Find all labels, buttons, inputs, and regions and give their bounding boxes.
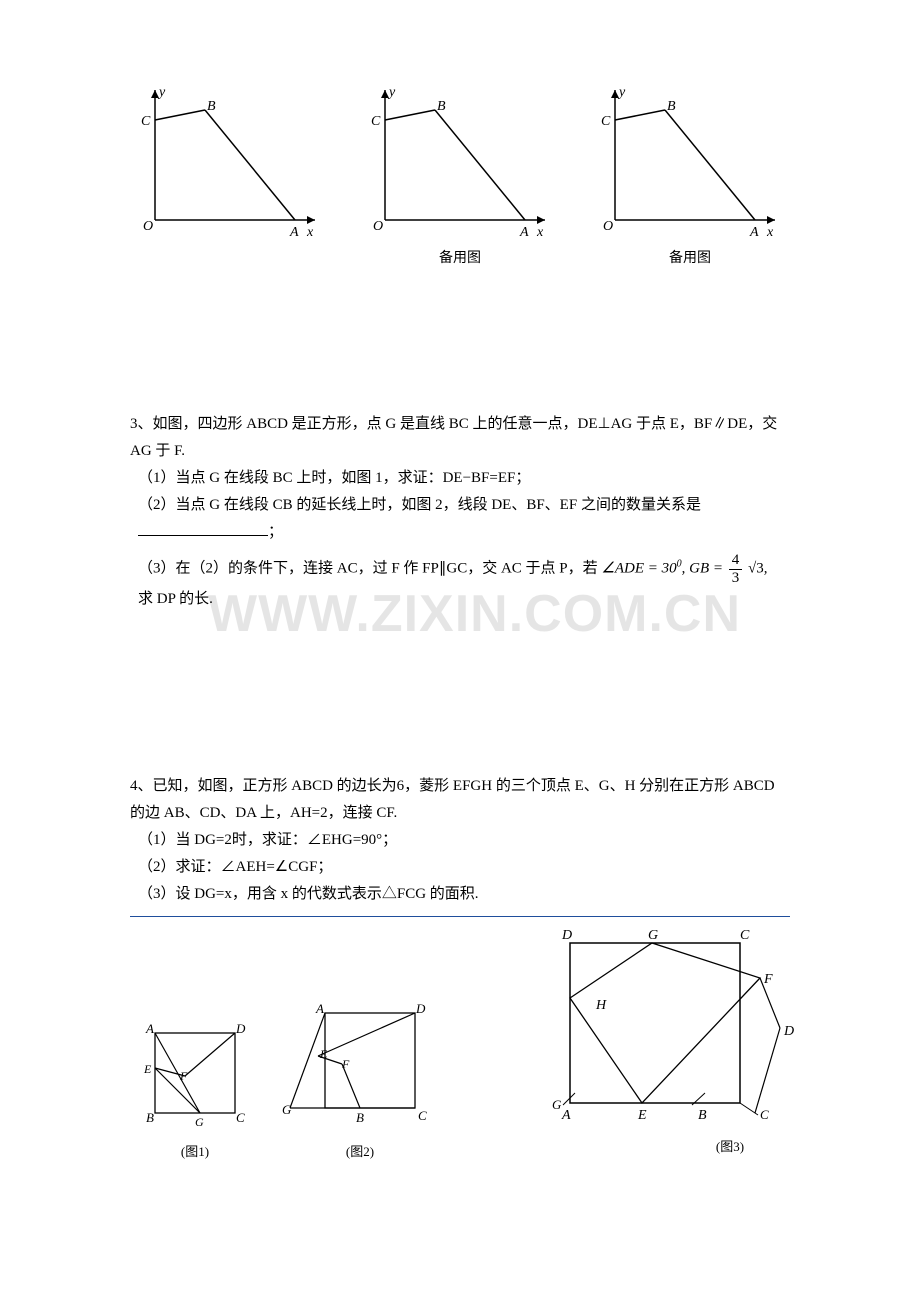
svg-text:D: D (415, 1001, 426, 1016)
svg-text:A: A (561, 1108, 571, 1123)
svg-text:O: O (143, 219, 153, 234)
svg-text:D: D (235, 1021, 246, 1036)
svg-text:A: A (145, 1021, 154, 1036)
svg-text:A: A (519, 225, 529, 240)
p3-part2-semicolon: ； (268, 524, 283, 540)
p3-tail: 求 DP 的长. WWW.ZIXIN.COM.CN (138, 586, 790, 613)
svg-text:A: A (289, 225, 299, 240)
svg-text:E: E (637, 1108, 647, 1123)
p4-part1: （1）当 DG=2时，求证：∠EHG=90°； (138, 827, 790, 854)
svg-text:y: y (157, 85, 166, 100)
sqrt3: √3, (748, 561, 767, 577)
problem-4: 4、已知，如图，正方形 ABCD 的边长为6，菱形 EFGH 的三个顶点 E、G… (130, 773, 790, 1163)
svg-text:G: G (195, 1115, 204, 1128)
svg-text:C: C (760, 1107, 769, 1122)
p4-fig1-caption: (图1) (140, 1140, 250, 1163)
svg-text:A: A (315, 1001, 324, 1016)
svg-text:x: x (766, 225, 774, 240)
svg-text:A: A (749, 225, 759, 240)
problem-3: 3、如图，四边形 ABCD 是正方形，点 G 是直线 BC 上的任意一点，DE⊥… (130, 411, 790, 613)
p4-fig3-caption: (图3) (650, 1135, 810, 1158)
blue-separator (130, 916, 790, 917)
p3-part2: （2）当点 G 在线段 CB 的延长线上时，如图 2，线段 DE、BF、EF 之… (138, 492, 790, 519)
svg-text:C: C (141, 114, 151, 129)
coord-figure: O x y C B A (365, 80, 555, 240)
p3-part3-text: （3）在（2）的条件下，连接 AC，过 F 作 FP∥GC，交 AC 于点 P，… (138, 561, 601, 577)
svg-text:B: B (356, 1110, 364, 1125)
p4-fig2-caption: (图2) (280, 1140, 440, 1163)
p4-figures: D G C A E B D F H G C (130, 923, 790, 1163)
p3-part1: （1）当点 G 在线段 BC 上时，如图 1，求证：DE−BF=EF； (138, 465, 790, 492)
svg-text:O: O (373, 219, 383, 234)
figure-3: O x y C B A 备用图 (595, 80, 785, 271)
figure-row: O x y C B A O x y C B A 备用图 (130, 80, 790, 271)
angle-expr: ∠ADE = 30 (601, 561, 676, 577)
svg-text:G: G (552, 1097, 562, 1112)
frac-den: 3 (729, 570, 743, 587)
p4-fig2: A D B C G E F (图2) (280, 998, 440, 1163)
gb-eq: GB = (689, 561, 723, 577)
coord-figure: O x y C B A (595, 80, 785, 240)
p3-intro: 3、如图，四边形 ABCD 是正方形，点 G 是直线 BC 上的任意一点，DE⊥… (130, 411, 790, 465)
fig1-svg: A D B C E G F (140, 1018, 250, 1128)
fraction: 4 3 (729, 552, 743, 586)
p3-part3: （3）在（2）的条件下，连接 AC，过 F 作 FP∥GC，交 AC 于点 P，… (138, 552, 790, 586)
svg-text:D: D (561, 928, 572, 943)
p4-intro: 4、已知，如图，正方形 ABCD 的边长为6，菱形 EFGH 的三个顶点 E、G… (130, 773, 790, 827)
svg-text:C: C (418, 1108, 427, 1123)
svg-text:C: C (371, 114, 381, 129)
svg-text:H: H (595, 998, 607, 1013)
svg-text:y: y (387, 85, 396, 100)
figure-2: O x y C B A 备用图 (365, 80, 555, 271)
p4-part2: （2）求证：∠AEH=∠CGF； (138, 854, 790, 881)
svg-text:B: B (437, 99, 446, 114)
svg-text:B: B (667, 99, 676, 114)
svg-text:y: y (617, 85, 626, 100)
frac-num: 4 (729, 552, 743, 570)
fig2-svg: A D B C G E F (280, 998, 440, 1128)
p4-fig1: A D B C E G F (图1) (140, 1018, 250, 1163)
fig3-svg: D G C A E B D F H G C (530, 923, 810, 1123)
svg-text:F: F (763, 972, 773, 987)
svg-text:x: x (306, 225, 314, 240)
p4-part3: （3）设 DG=x，用含 x 的代数式表示△FCG 的面积. (138, 881, 790, 908)
comma: , (682, 561, 690, 577)
p3-part3b: 求 DP 的长. (138, 591, 213, 607)
svg-text:C: C (740, 928, 750, 943)
fig-caption-2: 备用图 (439, 246, 481, 271)
p4-fig3: D G C A E B D F H G C (530, 923, 810, 1158)
svg-text:B: B (207, 99, 216, 114)
svg-text:E: E (143, 1062, 152, 1076)
svg-text:D: D (783, 1024, 794, 1039)
p3-part2-text: （2）当点 G 在线段 CB 的延长线上时，如图 2，线段 DE、BF、EF 之… (138, 497, 701, 513)
svg-text:B: B (698, 1108, 707, 1123)
svg-text:B: B (146, 1110, 154, 1125)
svg-text:C: C (601, 114, 611, 129)
svg-text:G: G (282, 1102, 292, 1117)
svg-text:C: C (236, 1110, 245, 1125)
fig-caption-3: 备用图 (669, 246, 711, 271)
blank-line (138, 535, 268, 536)
svg-text:O: O (603, 219, 613, 234)
figure-1: O x y C B A (135, 80, 325, 271)
p3-blank-row: ； (138, 519, 790, 546)
svg-text:G: G (648, 928, 658, 943)
svg-text:x: x (536, 225, 544, 240)
coord-figure: O x y C B A (135, 80, 325, 240)
